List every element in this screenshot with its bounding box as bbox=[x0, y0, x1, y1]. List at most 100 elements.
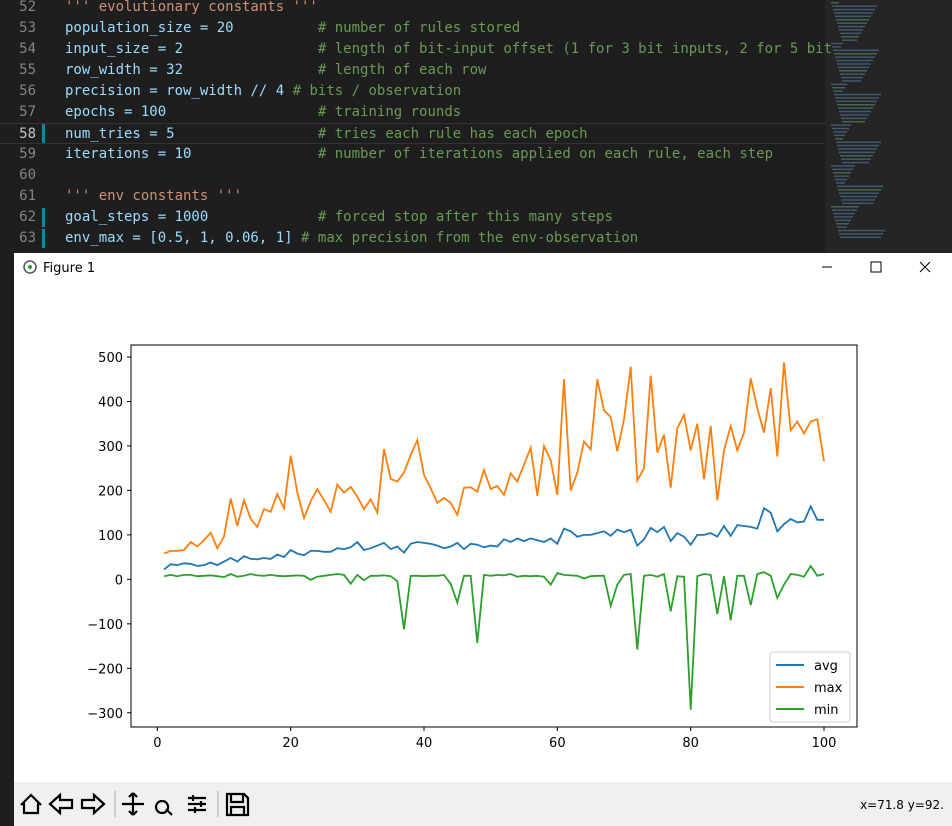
code-line: 62 goal_steps = 1000 # forced stop after t… bbox=[0, 207, 825, 228]
y-tick-label: 0 bbox=[115, 573, 123, 588]
gutter-marker bbox=[42, 229, 45, 248]
toolbar-icon bbox=[225, 792, 250, 817]
x-tick-label: 40 bbox=[416, 736, 433, 751]
line-number: 60 bbox=[19, 167, 36, 183]
minimap-line bbox=[839, 192, 879, 194]
minimap-line bbox=[833, 172, 851, 174]
minimap-line bbox=[840, 114, 869, 116]
close-button[interactable] bbox=[919, 261, 931, 273]
minimap-line bbox=[834, 134, 845, 137]
code-text: goal_steps = 1000 bbox=[65, 209, 209, 225]
minimap-line bbox=[832, 87, 845, 89]
code-line: 58 num_tries = 5 # tries each rule has eac… bbox=[0, 123, 825, 144]
minimap-line bbox=[838, 107, 873, 109]
minimap-line bbox=[835, 138, 843, 140]
x-tick-label: 0 bbox=[153, 736, 161, 751]
minimap-line bbox=[831, 2, 839, 4]
minimap-line bbox=[837, 104, 875, 106]
minimap-line bbox=[836, 182, 845, 184]
minimap-line bbox=[840, 73, 865, 75]
series-line bbox=[163, 564, 825, 710]
minimap-line bbox=[832, 168, 853, 171]
line-number: 57 bbox=[19, 104, 36, 120]
minimap-line bbox=[834, 216, 853, 218]
line-number: 59 bbox=[19, 146, 36, 162]
code-comment: # tries each rule has each epoch bbox=[317, 126, 588, 142]
y-tick-label: 500 bbox=[98, 351, 123, 366]
code-line: 63 env_max = [0.5, 1, 0.06, 1] # max preci… bbox=[0, 228, 825, 249]
minimap-line bbox=[831, 83, 847, 86]
minimap-line bbox=[834, 12, 873, 14]
minimap-line bbox=[842, 202, 873, 205]
minimap-line bbox=[833, 90, 843, 92]
toolbar-buttons bbox=[20, 791, 250, 817]
status-text: x=71.8 y=92. bbox=[860, 798, 944, 812]
code-text: input_size = 2 bbox=[65, 41, 184, 57]
series-line bbox=[163, 362, 825, 555]
gutter-marker bbox=[42, 124, 45, 143]
minimap-line bbox=[838, 148, 877, 150]
minimap-line bbox=[834, 93, 881, 96]
code-line: 59 iterations = 10 # number of iterations … bbox=[0, 144, 825, 165]
code-comment: # number of rules stored bbox=[317, 20, 521, 36]
minimap bbox=[825, 0, 952, 253]
toolbar-button[interactable] bbox=[80, 792, 106, 816]
minimap-line bbox=[836, 59, 873, 62]
minimap-line bbox=[831, 206, 859, 208]
line-number: 53 bbox=[19, 20, 36, 36]
toolbar-button[interactable] bbox=[154, 799, 173, 816]
code-line: 56 precision = row_width // 4 # bits / obs… bbox=[0, 81, 825, 102]
minimap-line bbox=[836, 141, 881, 143]
minimap-line bbox=[841, 158, 871, 160]
toolbar-button[interactable] bbox=[225, 792, 250, 817]
legend-label: avg bbox=[814, 659, 838, 674]
code-comment: # length of bit-input offset (1 for 3 bi… bbox=[317, 41, 833, 57]
minimap-line bbox=[842, 121, 865, 123]
toolbar-icon bbox=[20, 793, 42, 815]
minimap-line bbox=[833, 8, 875, 11]
line-number: 52 bbox=[19, 0, 36, 15]
minimap-line bbox=[831, 42, 843, 45]
toolbar-button[interactable] bbox=[188, 795, 206, 813]
minimap-line bbox=[837, 185, 883, 188]
minimap-line bbox=[836, 223, 849, 225]
code-line: 55 row_width = 32 # length of each row bbox=[0, 60, 825, 81]
minimap-line bbox=[840, 195, 877, 198]
minimap-line bbox=[838, 25, 865, 28]
code-text: epochs = 100 bbox=[65, 104, 167, 120]
minimap-line bbox=[838, 66, 869, 69]
minimap-line bbox=[839, 70, 867, 72]
minimap-line bbox=[836, 100, 877, 103]
minimap-line bbox=[835, 219, 851, 222]
code-comment: # training rounds bbox=[317, 104, 462, 120]
minimap-line bbox=[838, 229, 885, 232]
code-line: 53 population_size = 20 # number of rules … bbox=[0, 18, 825, 39]
maximize-button[interactable] bbox=[870, 261, 882, 273]
line-number: 54 bbox=[19, 41, 36, 57]
minimap-line bbox=[832, 46, 841, 48]
toolbar-button[interactable] bbox=[122, 792, 144, 816]
code-line: 52 ''' evolutionary constants ''' bbox=[0, 0, 825, 18]
code-line: 61 ''' env constants ''' bbox=[0, 186, 825, 207]
legend-label: min bbox=[814, 703, 839, 718]
axes-frame bbox=[130, 344, 858, 728]
code-string: ''' evolutionary constants ''' bbox=[65, 0, 318, 15]
minimap-line bbox=[842, 80, 861, 82]
minimap-line bbox=[835, 15, 871, 18]
toolbar-button[interactable] bbox=[48, 792, 74, 816]
legend-label: max bbox=[814, 681, 843, 696]
minimap-line bbox=[832, 127, 849, 130]
code-line: 54 input_size = 2 # length of bit-input of… bbox=[0, 39, 832, 60]
minimap-line bbox=[833, 49, 879, 52]
minimap-line bbox=[834, 175, 849, 177]
minimap-line bbox=[841, 117, 867, 120]
toolbar-button[interactable] bbox=[20, 793, 42, 815]
minimap-line bbox=[840, 155, 873, 157]
minimap-line bbox=[831, 124, 851, 126]
minimap-line bbox=[835, 178, 847, 181]
x-tick-label: 20 bbox=[282, 736, 299, 751]
minimap-line bbox=[841, 36, 859, 38]
x-tick-label: 60 bbox=[549, 736, 566, 751]
y-tick-label: 200 bbox=[98, 484, 123, 499]
